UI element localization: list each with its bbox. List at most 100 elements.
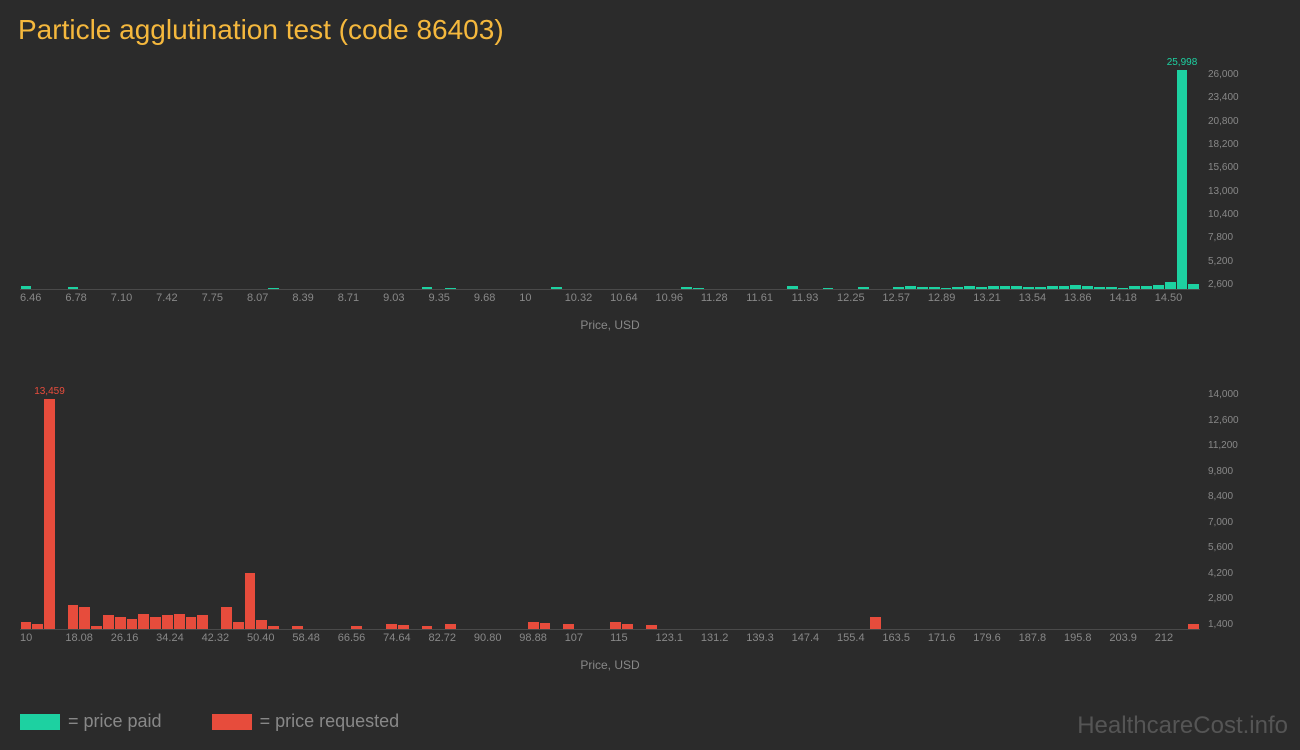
- legend-swatch-paid: [20, 714, 60, 730]
- bar: [221, 607, 232, 629]
- plot-area-bottom: 13,459: [20, 390, 1200, 630]
- x-tick: 8.39: [292, 292, 337, 310]
- legend-swatch-requested: [212, 714, 252, 730]
- x-tick: 6.46: [20, 292, 65, 310]
- bar: [823, 288, 834, 289]
- x-tick: 115: [610, 632, 655, 650]
- x-tick: 7.10: [111, 292, 156, 310]
- bar: [351, 626, 362, 629]
- bar: [174, 614, 185, 629]
- bar: [528, 622, 539, 629]
- x-tick: 66.56: [338, 632, 383, 650]
- bar: [186, 617, 197, 629]
- bar: [1141, 286, 1152, 289]
- bar: [1070, 285, 1081, 289]
- bar: [1035, 287, 1046, 289]
- y-tick: 1,400: [1204, 620, 1250, 630]
- x-tick: 107: [565, 632, 610, 650]
- x-tick: 212: [1155, 632, 1200, 650]
- y-tick: 18,200: [1204, 140, 1250, 150]
- bar: [905, 286, 916, 289]
- bar: [445, 624, 456, 629]
- watermark: HealthcareCost.info: [1077, 712, 1288, 740]
- bar: [1094, 287, 1105, 289]
- bar: [870, 617, 881, 629]
- x-tick: 171.6: [928, 632, 973, 650]
- y-tick: 11,200: [1204, 441, 1250, 451]
- bar: [127, 619, 138, 629]
- x-tick: 9.68: [474, 292, 519, 310]
- bar: [197, 615, 208, 629]
- bar: [422, 626, 433, 629]
- y-tick: 5,600: [1204, 543, 1250, 553]
- x-tick: 187.8: [1019, 632, 1064, 650]
- x-tick: 131.2: [701, 632, 746, 650]
- x-tick: 8.07: [247, 292, 292, 310]
- y-tick: 8,400: [1204, 492, 1250, 502]
- bar: [68, 287, 79, 289]
- x-tick: 14.18: [1109, 292, 1154, 310]
- bar: [79, 607, 90, 629]
- bar: [693, 288, 704, 289]
- bar: [386, 624, 397, 629]
- bar: [91, 626, 102, 629]
- bar: [68, 605, 79, 629]
- x-tick: 74.64: [383, 632, 428, 650]
- bar: [398, 625, 409, 629]
- bar: [422, 287, 433, 289]
- x-tick: 10.64: [610, 292, 655, 310]
- chart-price-requested: 13,459 1018.0826.1634.2442.3250.4058.486…: [20, 380, 1250, 680]
- x-tick: 11.61: [746, 292, 791, 310]
- x-tick: 147.4: [792, 632, 837, 650]
- x-tick: 195.8: [1064, 632, 1109, 650]
- x-tick: 82.72: [429, 632, 474, 650]
- bar: [1023, 287, 1034, 289]
- x-tick: 10.96: [655, 292, 700, 310]
- bar: [115, 617, 126, 629]
- x-tick: 11.93: [792, 292, 837, 310]
- bar: [929, 287, 940, 289]
- x-tick: 42.32: [202, 632, 247, 650]
- x-tick: 6.78: [65, 292, 110, 310]
- x-tick: 12.25: [837, 292, 882, 310]
- y-tick: 12,600: [1204, 416, 1250, 426]
- x-tick: 155.4: [837, 632, 882, 650]
- x-axis-label-bottom: Price, USD: [20, 658, 1200, 672]
- y-tick: 23,400: [1204, 93, 1250, 103]
- y-tick: 26,000: [1204, 70, 1250, 80]
- bar: [233, 622, 244, 629]
- y-tick: 9,800: [1204, 467, 1250, 477]
- bar: [32, 624, 43, 629]
- x-tick: 12.89: [928, 292, 973, 310]
- bar: [646, 625, 657, 629]
- x-tick: 10: [20, 632, 65, 650]
- y-tick: 10,400: [1204, 210, 1250, 220]
- x-tick: 179.6: [973, 632, 1018, 650]
- chart-price-paid: 25,998 6.466.787.107.427.758.078.398.719…: [20, 60, 1250, 340]
- bar: [21, 286, 32, 289]
- bar: [540, 623, 551, 629]
- bar: [21, 622, 32, 629]
- x-tick: 139.3: [746, 632, 791, 650]
- x-tick: 10.32: [565, 292, 610, 310]
- x-tick: 9.03: [383, 292, 428, 310]
- y-tick: 20,800: [1204, 117, 1250, 127]
- y-tick: 2,800: [1204, 594, 1250, 604]
- bar: [551, 287, 562, 289]
- x-tick: 26.16: [111, 632, 156, 650]
- x-tick: 7.75: [202, 292, 247, 310]
- page-title: Particle agglutination test (code 86403): [0, 0, 1300, 46]
- bar: [1188, 284, 1199, 289]
- x-tick: 123.1: [655, 632, 700, 650]
- bar: [1059, 286, 1070, 289]
- legend-item-paid: = price paid: [20, 711, 162, 732]
- bar: [268, 626, 279, 629]
- y-tick: 4,200: [1204, 569, 1250, 579]
- bar: [1082, 286, 1093, 289]
- x-tick: 13.21: [973, 292, 1018, 310]
- legend-label-paid: = price paid: [68, 711, 162, 732]
- bar: [162, 615, 173, 629]
- x-tick: 34.24: [156, 632, 201, 650]
- bar: [941, 288, 952, 289]
- x-tick: 8.71: [338, 292, 383, 310]
